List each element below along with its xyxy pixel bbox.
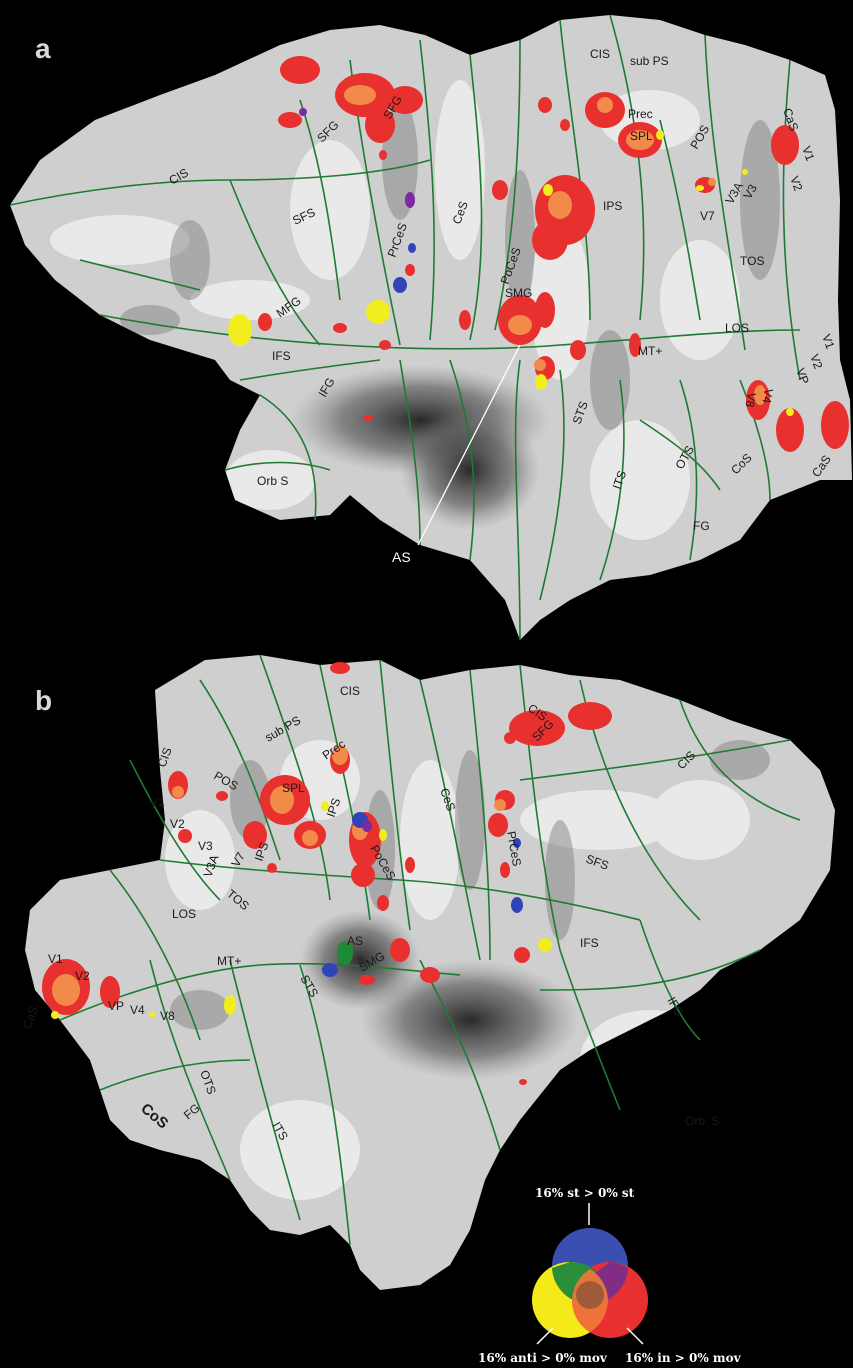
region-label: MT+ bbox=[638, 344, 662, 358]
region-label: TOS bbox=[740, 254, 764, 268]
region-label: sub PS bbox=[630, 54, 669, 68]
region-label: SPL bbox=[282, 781, 305, 795]
region-label: IPS bbox=[603, 199, 622, 213]
region-label: V8 bbox=[742, 391, 758, 408]
region-label: IPS bbox=[252, 840, 272, 863]
region-label: V1 bbox=[150, 795, 165, 809]
region-label: V3 bbox=[198, 839, 213, 853]
region-label: V2 bbox=[807, 352, 825, 371]
region-label: LOS bbox=[725, 321, 749, 335]
region-label: V4 bbox=[759, 387, 775, 404]
region-label: V8 bbox=[160, 1009, 175, 1023]
region-label: VP bbox=[793, 366, 812, 386]
region-label: V4 bbox=[130, 1003, 145, 1017]
region-label: V7 bbox=[228, 850, 248, 870]
region-label: CIS bbox=[340, 684, 360, 698]
region-label: PrCeS bbox=[504, 830, 524, 867]
region-label: Orb S bbox=[257, 474, 288, 488]
panel-a-flatmap: a CIS sub PS Prec SPL POS CaS V1 V2 V3 V… bbox=[9, 14, 852, 641]
legend-left-label: 16% anti > 0% mov bbox=[478, 1351, 608, 1365]
region-label: CaS bbox=[20, 1004, 41, 1031]
panel-b-flatmap: b CIS CIS SFG CIS sub PS Prec SPL POS CI… bbox=[20, 654, 835, 1290]
region-label: VP bbox=[108, 999, 124, 1013]
legend-top-label: 16% st > 0% st bbox=[535, 1186, 635, 1200]
region-label: CIS bbox=[590, 47, 610, 61]
legend-right-tick bbox=[626, 1327, 644, 1345]
region-label: IFS bbox=[272, 349, 291, 363]
region-label: AS bbox=[347, 934, 363, 948]
region-label: V1 bbox=[799, 144, 817, 163]
legend-venn: 16% st > 0% st 16% anti > 0% mov 16% in … bbox=[478, 1186, 742, 1365]
panel-b-sulcal-lines bbox=[59, 654, 801, 1246]
region-label: ITS bbox=[610, 469, 630, 491]
region-label: V2 bbox=[787, 174, 805, 193]
region-label: V1 bbox=[48, 952, 63, 966]
region-label: SMG bbox=[505, 286, 532, 300]
region-label: V3 bbox=[740, 182, 760, 202]
legend-left-tick bbox=[536, 1327, 554, 1345]
legend-overlap-center bbox=[576, 1281, 604, 1309]
panel-a-activations bbox=[228, 56, 849, 452]
region-label: SPL bbox=[630, 129, 653, 143]
region-label: V1 bbox=[819, 332, 837, 351]
region-label: CIS bbox=[155, 745, 175, 769]
as-pointer-label: AS bbox=[392, 549, 411, 565]
panel-a-shading bbox=[50, 80, 780, 540]
region-label: V7 bbox=[700, 209, 715, 223]
region-label: Prec bbox=[628, 107, 653, 121]
panel-b-activations bbox=[42, 662, 612, 1085]
region-label: V2 bbox=[170, 817, 185, 831]
region-label: IFS bbox=[580, 936, 599, 950]
region-label: MT+ bbox=[217, 954, 241, 968]
panel-b-letter: b bbox=[35, 685, 52, 716]
as-pointer-line bbox=[417, 344, 521, 546]
region-label: IPS bbox=[324, 796, 344, 819]
region-label: FG bbox=[693, 519, 710, 533]
panel-a-letter: a bbox=[35, 33, 51, 64]
legend-right-label: 16% in > 0% mov bbox=[625, 1351, 742, 1365]
region-label: Orb. S bbox=[685, 1114, 720, 1128]
region-label: V2 bbox=[75, 969, 90, 983]
region-label: LOS bbox=[172, 907, 196, 921]
